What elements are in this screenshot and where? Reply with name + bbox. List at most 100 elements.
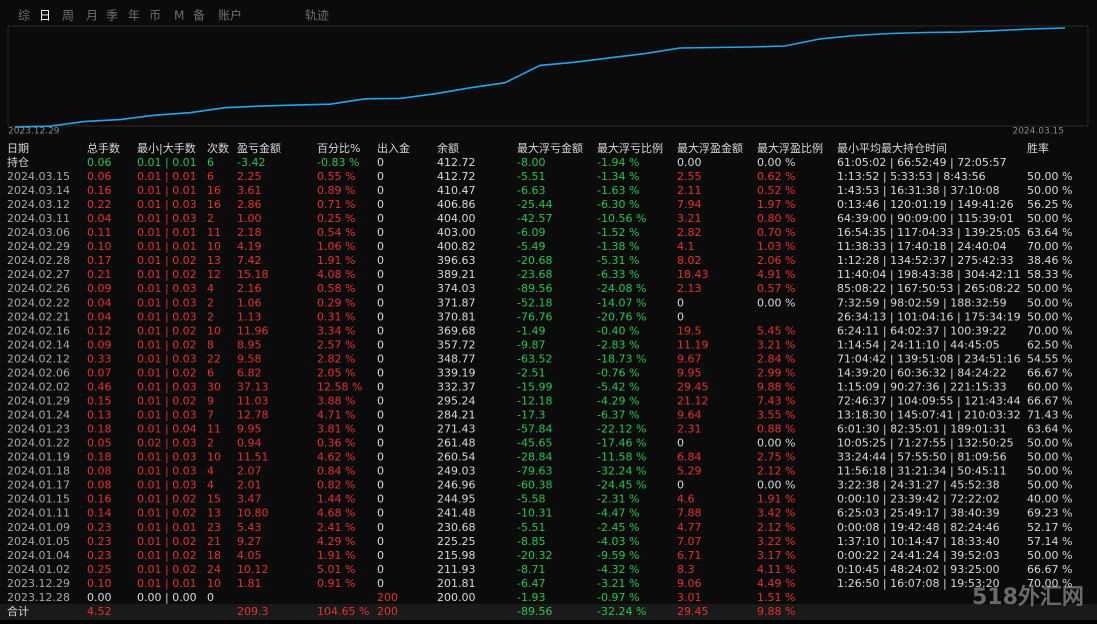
row-cell: 0.71 % [317,198,355,211]
row-cell: 0.80 % [757,212,795,225]
row-cell: 7 [207,409,214,422]
row-cell: 66.67 % [1027,366,1072,379]
row-cell: 1:43:53 | 16:31:38 | 37:10:08 [837,184,1000,197]
row-cell: 230.68 [437,521,476,534]
row-cell: 1:37:10 | 10:14:47 | 18:33:40 [837,535,1000,548]
row-cell: 1.91 % [757,493,795,506]
row-cell: 404.00 [437,212,476,225]
row-cell: 2024.03.14 [7,184,70,197]
row-cell: 72:46:37 | 104:09:55 | 121:43:44 [837,394,1021,407]
tab[interactable]: 综 [18,9,30,23]
row-cell: 10 [207,451,221,464]
row-cell: 9.64 [677,409,702,422]
tab[interactable]: 币 [149,9,161,23]
row-cell: 2024.02.28 [7,254,70,267]
row-cell: 1:26:50 | 16:07:08 | 19:53:20 [837,577,1000,590]
row-cell: 50.00 % [1027,310,1072,323]
row-cell: -5.31 % [597,254,639,267]
row-cell: -79.63 [517,465,552,478]
total-row-bg [0,604,1097,620]
row-cell: 0.00 % [757,479,795,492]
row-cell: 0.91 % [317,577,355,590]
row-cell: 85:08:22 | 167:50:53 | 265:08:22 [837,282,1021,295]
tab[interactable]: 日 [39,9,51,23]
row-cell: 6 [207,170,214,183]
row-cell: 0.57 % [757,282,795,295]
row-cell: 0 [377,338,384,351]
tab[interactable]: 轨迹 [305,9,329,23]
row-cell: 348.77 [437,352,476,365]
row-cell: 2024.02.16 [7,324,70,337]
tab[interactable]: 周 [62,9,74,23]
total-cell: 200 [377,605,398,618]
tab[interactable]: 季 [106,9,118,23]
row-cell: 2024.01.19 [7,451,70,464]
row-cell: 29.45 [677,380,709,393]
row-cell: 0 [207,591,214,604]
holding-cell: 持仓 [7,155,29,169]
row-cell: 4.49 % [757,577,795,590]
row-cell: 0 [377,465,384,478]
row-cell: 66.67 % [1027,394,1072,407]
row-cell: 2024.01.22 [7,437,70,450]
row-cell: 0.01 | 0.02 [137,563,197,576]
column-header: 百分比% [317,142,360,155]
row-cell: 3.47 [237,493,262,506]
row-cell: 0.05 [87,437,112,450]
row-cell: -6.33 % [597,268,639,281]
tab[interactable]: 月 [86,9,98,23]
row-cell: -11.58 % [597,451,646,464]
row-cell: -1.34 % [597,170,639,183]
balance-line [14,27,1066,128]
row-cell: 0.08 [87,465,112,478]
row-cell: -4.03 % [597,535,639,548]
row-cell: 2024.02.26 [7,282,70,295]
row-cell: 2024.03.11 [7,212,70,225]
tab[interactable]: M [174,9,184,23]
row-cell: 0.01 | 0.02 [137,324,197,337]
row-cell: 50.00 % [1027,437,1072,450]
row-cell: 0.54 % [317,226,355,239]
watermark: 518外汇网 [972,584,1084,610]
row-cell: 357.72 [437,338,476,351]
row-cell: 0.07 [87,366,112,379]
row-cell: 0 [677,296,684,309]
row-cell: -52.18 [517,296,552,309]
row-cell: 2.16 [237,282,262,295]
tab[interactable]: 备 [193,9,205,23]
row-cell: 5.45 % [757,324,795,337]
row-cell: 3.21 [677,212,702,225]
row-cell: 56.25 % [1027,198,1072,211]
row-cell: 1.81 [237,577,262,590]
row-cell: -32.24 % [597,465,646,478]
row-cell: 2024.01.09 [7,521,70,534]
tab[interactable]: 账户 [218,8,242,23]
row-cell: 4.08 % [317,268,355,281]
tab[interactable]: 年 [128,9,140,23]
row-cell: 2024.01.11 [7,507,70,520]
row-cell: -2.45 % [597,521,639,534]
row-cell: 3.61 [237,184,262,197]
row-cell: -3.21 % [597,577,639,590]
row-cell: -1.63 % [597,184,639,197]
column-header: 余额 [437,141,459,155]
row-cell: 0.31 % [317,310,355,323]
row-cell: 2.07 [237,465,262,478]
row-cell: 0 [377,226,384,239]
row-cell: 2.25 [237,170,262,183]
row-cell: -9.59 % [597,549,639,562]
row-cell: 339.19 [437,366,476,379]
row-cell: 0.01 | 0.02 [137,338,197,351]
holding-cell: -1.94 % [597,156,639,169]
row-cell: 15.18 [237,268,269,281]
row-cell: 0.00 % [757,296,795,309]
row-cell: 225.25 [437,535,476,548]
row-cell: 12 [207,268,221,281]
row-cell: 2.11 [677,184,702,197]
row-cell: 0.01 | 0.01 [137,170,197,183]
row-cell: 1.97 % [757,198,795,211]
holding-cell: -3.42 [237,156,265,169]
total-cell: 9.88 % [757,605,795,618]
row-cell: -25.44 [517,198,552,211]
